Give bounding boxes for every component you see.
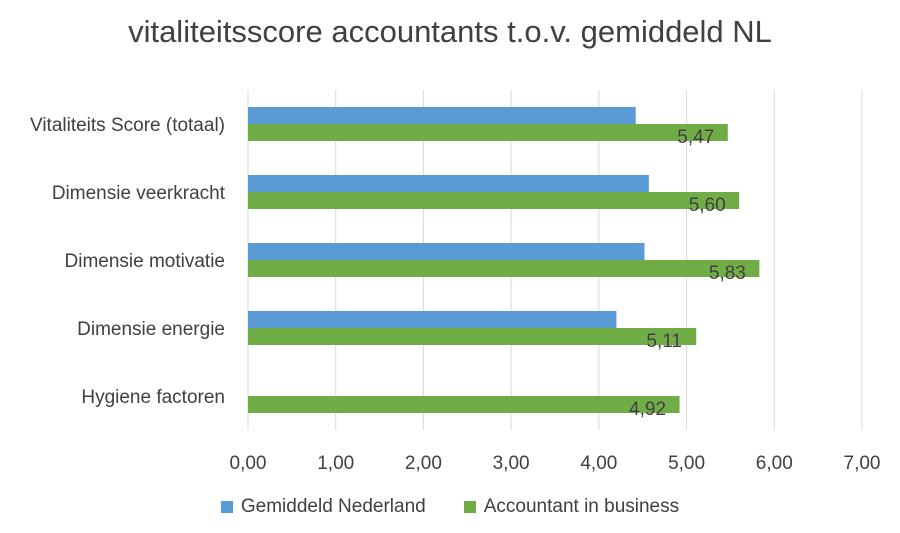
bar-accountant-in-business bbox=[248, 396, 680, 413]
bar-gemiddeld-nederland bbox=[248, 243, 645, 260]
legend: Gemiddeld Nederland Accountant in busine… bbox=[0, 496, 900, 518]
legend-item-series-2: Accountant in business bbox=[463, 496, 680, 518]
bar-gemiddeld-nederland bbox=[248, 311, 617, 328]
chart-title: vitaliteitsscore accountants t.o.v. gemi… bbox=[128, 14, 772, 49]
y-category-label: Vitaliteits Score (totaal) bbox=[30, 115, 225, 136]
bar-accountant-in-business bbox=[248, 260, 760, 277]
data-label: 5,47 bbox=[677, 127, 714, 148]
y-category-label: Dimensie energie bbox=[77, 319, 225, 340]
bar-accountant-in-business bbox=[248, 124, 728, 141]
x-tick-label: 0,00 bbox=[230, 453, 267, 474]
data-label: 5,83 bbox=[709, 263, 746, 284]
bar-accountant-in-business bbox=[248, 192, 740, 209]
legend-label: Gemiddeld Nederland bbox=[240, 496, 426, 517]
data-label: 5,11 bbox=[646, 331, 682, 352]
bar-gemiddeld-nederland bbox=[248, 175, 649, 192]
data-label: 5,60 bbox=[689, 195, 726, 216]
data-label: 4,92 bbox=[629, 399, 666, 420]
legend-swatch-blue bbox=[220, 501, 233, 513]
bar-gemiddeld-nederland bbox=[248, 107, 636, 124]
x-tick-label: 6,00 bbox=[756, 453, 793, 474]
y-category-label: Dimensie motivatie bbox=[65, 251, 226, 272]
x-tick-label: 4,00 bbox=[580, 453, 617, 474]
legend-label: Accountant in business bbox=[483, 496, 680, 517]
x-tick-label: 7,00 bbox=[844, 453, 881, 474]
y-category-label: Hygiene factoren bbox=[81, 387, 225, 408]
x-tick-label: 2,00 bbox=[405, 453, 442, 474]
legend-item-series-1: Gemiddeld Nederland bbox=[220, 496, 426, 518]
bar-accountant-in-business bbox=[248, 328, 697, 345]
legend-swatch-green bbox=[463, 501, 476, 513]
x-tick-label: 5,00 bbox=[668, 453, 705, 474]
x-tick-label: 1,00 bbox=[317, 453, 354, 474]
x-tick-label: 3,00 bbox=[493, 453, 530, 474]
y-category-label: Dimensie veerkracht bbox=[52, 183, 226, 204]
